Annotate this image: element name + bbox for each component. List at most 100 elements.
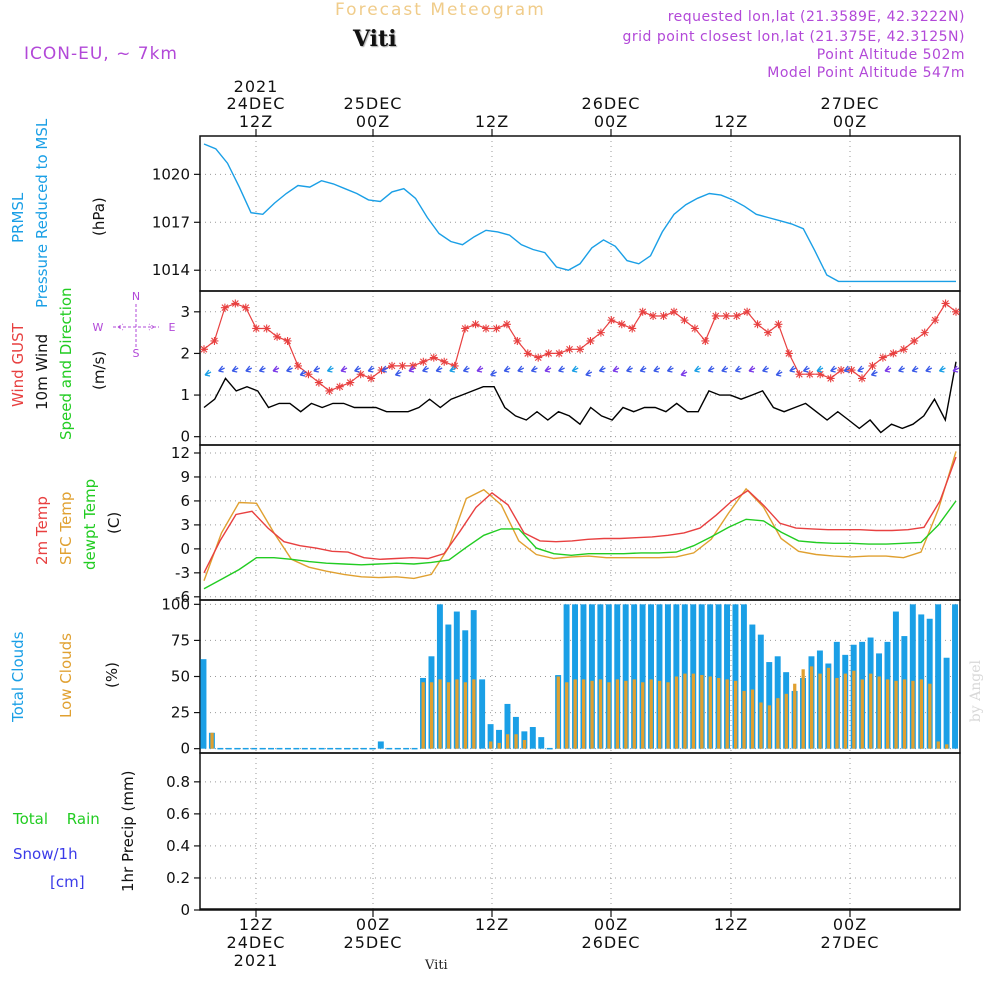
ytick-label: 1014 [152,261,190,279]
bar-low-clouds [649,679,653,749]
bar-low-clouds [505,734,510,749]
gust-marker [910,336,919,345]
bar-total-clouds [715,604,722,749]
wind-direction-arrow [898,365,905,373]
wind-direction-arrow [340,365,348,373]
bar-total-clouds [563,604,570,749]
grid-point-coords: grid point closest lon,lat (21.375E, 42.… [622,29,965,45]
wind-direction-arrow [734,365,742,373]
ylabel-low-clouds: Low Clouds [57,633,75,718]
bar-total-clouds [200,659,207,749]
gust-marker [220,303,229,312]
wind-direction-arrow [272,365,280,373]
xtick-bottom-hour: 12Z [475,915,509,934]
bar-low-clouds [632,679,636,749]
bar-total-clouds [512,716,519,749]
series-2m-temp [203,456,957,574]
compass-cross [113,304,159,350]
ylabel-10m-wind: 10m Wind [33,333,51,410]
compass-n: N [132,290,140,303]
gust-marker [920,328,929,337]
ytick-label: 100 [161,595,190,613]
bar-low-clouds [700,675,704,749]
wind-direction-arrow [231,365,239,373]
wind-direction-arrow [286,365,293,373]
wind-direction-arrow [884,365,892,373]
ytick-label: 3 [180,303,190,321]
wind-direction-arrow [462,365,470,373]
gust-marker [774,320,783,329]
gust-marker [534,353,543,362]
wind-direction-arrow [544,365,552,373]
gust-marker [764,328,772,337]
gust-marker [586,336,595,345]
bar-low-clouds [489,741,493,749]
ylabel-pressure: Pressure Reduced to MSL [33,118,51,308]
wind-direction-arrow [218,365,225,373]
xtick-top-hour: 12Z [714,112,748,131]
gust-marker [628,324,637,333]
bar-total-clouds [749,624,756,749]
gust-marker [617,320,626,329]
bar-low-clouds [641,682,645,749]
bar-low-clouds [472,679,476,749]
wind-direction-arrow [748,365,756,373]
xtick-bottom-date: 27DEC [821,933,880,952]
bar-total-clouds [757,634,764,749]
ytick-label: 1 [180,386,190,404]
series-sfc-temp [203,451,957,582]
bar-low-clouds [624,680,628,749]
bar-low-clouds [826,667,831,749]
gust-marker [523,349,532,358]
ytick-label: 0.6 [166,805,190,823]
bar-low-clouds [793,683,797,749]
bar-low-clouds [581,679,586,749]
bar-low-clouds [801,669,805,749]
gust-marker [837,366,846,375]
xtick-bottom-date: 25DEC [344,933,403,952]
ytick-label: 1017 [152,213,190,231]
xtick-bottom-year: 2021 [234,951,279,970]
gust-marker [335,382,344,391]
gust-marker [304,370,313,379]
bar-low-clouds [455,679,459,749]
wind-direction-arrow [707,365,715,373]
wind-direction-arrow [775,369,783,377]
wind-direction-arrow [503,365,511,373]
gust-marker [502,320,511,329]
gust-marker [753,320,762,329]
gust-marker [241,303,250,312]
gust-marker [784,349,793,358]
ytick-label: 2 [180,344,190,362]
xtick-top-hour: 12Z [239,112,273,131]
bar-low-clouds [894,680,898,749]
bar-low-clouds [885,679,890,749]
bar-low-clouds [607,682,611,749]
bar-total-clouds [614,604,621,749]
bar-total-clouds [631,604,638,749]
gust-marker [325,386,334,395]
gust-marker [565,345,574,354]
label-cm: [cm] [50,873,85,891]
xtick-bottom-hour: 12Z [239,915,273,934]
wind-direction-arrow [571,365,579,373]
gust-marker [826,374,835,383]
wind-direction-arrow [394,369,402,377]
bar-low-clouds [919,679,924,749]
gust-marker [868,361,877,370]
ytick-label: 0.2 [166,869,190,887]
wind-direction-arrow [585,369,593,377]
gust-marker [555,349,564,358]
bar-total-clouds [664,604,671,749]
wind-direction-arrow [870,369,878,377]
ylabel-celsius: (C) [105,511,123,534]
ytick-label: -6 [175,588,190,606]
bar-low-clouds [852,670,856,749]
wind-direction-arrow [422,365,429,373]
bar-total-clouds [588,604,595,749]
bar-total-clouds [504,703,511,749]
bar-low-clouds [514,734,518,749]
ytick-label: 12 [171,444,190,462]
ylabel-hpa: (hPa) [90,197,108,236]
wind-direction-arrow [313,365,321,373]
